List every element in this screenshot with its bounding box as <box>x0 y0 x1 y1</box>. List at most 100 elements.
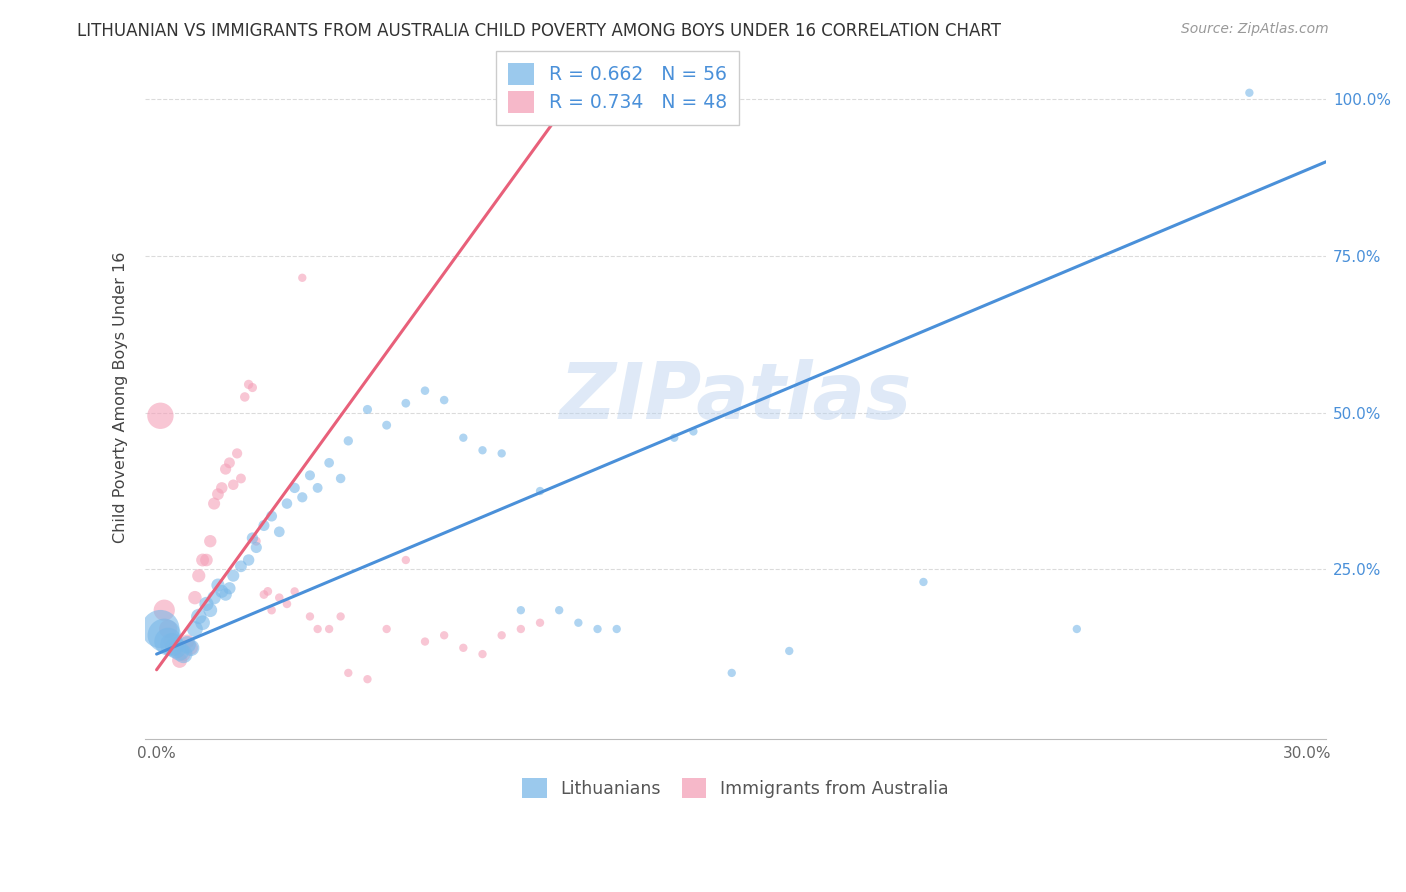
Point <box>778 644 800 658</box>
Point <box>229 559 252 574</box>
Point <box>222 477 245 491</box>
Point <box>187 609 209 624</box>
Point <box>238 553 260 567</box>
Point <box>284 481 307 495</box>
Point <box>238 377 260 392</box>
Point <box>200 603 222 617</box>
Text: Source: ZipAtlas.com: Source: ZipAtlas.com <box>1181 22 1329 37</box>
Point <box>157 634 180 648</box>
Point <box>298 468 321 483</box>
Point <box>413 634 436 648</box>
Point <box>491 446 513 460</box>
Point <box>375 418 398 433</box>
Point <box>180 640 202 655</box>
Point <box>169 644 191 658</box>
Point <box>269 591 291 605</box>
Point <box>226 446 249 460</box>
Point <box>433 393 456 408</box>
Text: LITHUANIAN VS IMMIGRANTS FROM AUSTRALIA CHILD POVERTY AMONG BOYS UNDER 16 CORREL: LITHUANIAN VS IMMIGRANTS FROM AUSTRALIA … <box>77 22 1001 40</box>
Point <box>291 491 314 505</box>
Point <box>395 553 418 567</box>
Point <box>307 622 329 636</box>
Point <box>149 622 172 636</box>
Point <box>491 628 513 642</box>
Point <box>180 640 202 655</box>
Point <box>291 270 314 285</box>
Point <box>337 434 360 448</box>
Point <box>242 531 264 545</box>
Point <box>187 568 209 582</box>
Point <box>318 456 340 470</box>
Point <box>160 634 183 648</box>
Point <box>664 431 686 445</box>
Point <box>233 390 256 404</box>
Point <box>195 597 218 611</box>
Point <box>184 591 207 605</box>
Point <box>548 603 571 617</box>
Point <box>356 672 378 686</box>
Point <box>720 665 742 680</box>
Point <box>453 431 475 445</box>
Point <box>176 638 198 652</box>
Point <box>509 603 531 617</box>
Point <box>218 581 240 595</box>
Point <box>375 622 398 636</box>
Point <box>184 622 207 636</box>
Point <box>253 587 276 601</box>
Point <box>157 622 180 636</box>
Point <box>245 534 267 549</box>
Point <box>1066 622 1088 636</box>
Point <box>1239 86 1261 100</box>
Point <box>298 609 321 624</box>
Point <box>912 574 935 589</box>
Point <box>245 541 267 555</box>
Point <box>165 640 187 655</box>
Point <box>191 553 214 567</box>
Point <box>229 471 252 485</box>
Point <box>307 481 329 495</box>
Point <box>160 638 183 652</box>
Point <box>284 584 307 599</box>
Point <box>200 534 222 549</box>
Point <box>260 603 283 617</box>
Point <box>682 425 704 439</box>
Point <box>256 584 278 599</box>
Point <box>172 647 194 661</box>
Point <box>269 524 291 539</box>
Point <box>172 647 194 661</box>
Point <box>337 665 360 680</box>
Point <box>218 456 240 470</box>
Point <box>329 609 352 624</box>
Point <box>195 553 218 567</box>
Point <box>169 653 191 667</box>
Point <box>356 402 378 417</box>
Point <box>211 584 233 599</box>
Point <box>329 471 352 485</box>
Point <box>453 640 475 655</box>
Point <box>529 615 551 630</box>
Point <box>214 462 236 476</box>
Point <box>149 409 172 423</box>
Point <box>567 615 589 630</box>
Point <box>191 615 214 630</box>
Point <box>606 622 628 636</box>
Point <box>413 384 436 398</box>
Point <box>214 587 236 601</box>
Point <box>276 497 298 511</box>
Text: ZIPatlas: ZIPatlas <box>560 359 911 435</box>
Point <box>253 518 276 533</box>
Point <box>471 647 494 661</box>
Point <box>202 497 225 511</box>
Point <box>471 443 494 458</box>
Point <box>395 396 418 410</box>
Point <box>207 487 229 501</box>
Point <box>211 481 233 495</box>
Y-axis label: Child Poverty Among Boys Under 16: Child Poverty Among Boys Under 16 <box>114 252 128 542</box>
Point <box>202 591 225 605</box>
Point <box>242 380 264 394</box>
Point <box>276 597 298 611</box>
Point <box>586 622 609 636</box>
Point <box>529 483 551 498</box>
Point <box>260 509 283 524</box>
Point <box>207 578 229 592</box>
